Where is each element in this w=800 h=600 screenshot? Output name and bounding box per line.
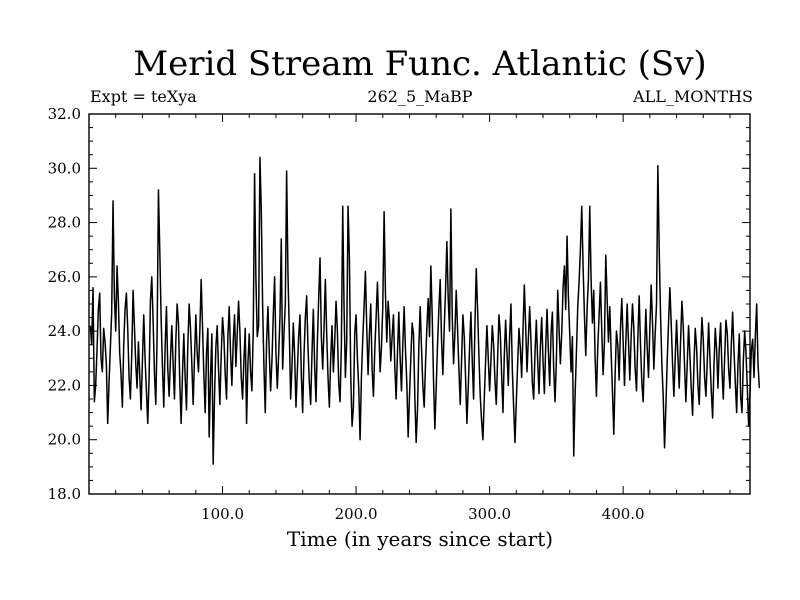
months-label: ALL_MONTHS (632, 87, 753, 106)
y-tick-label: 24.0 (48, 322, 81, 340)
y-tick-label: 22.0 (48, 376, 81, 394)
y-tick-label: 20.0 (48, 431, 81, 449)
experiment-label: Expt = teXya (90, 87, 197, 106)
series-line (89, 156, 761, 465)
period-label: 262_5_MaBP (367, 87, 472, 106)
x-tick-label: 400.0 (602, 505, 645, 523)
plot-frame (88, 113, 751, 495)
x-tick-label: 300.0 (468, 505, 511, 523)
y-tick-label: 28.0 (48, 214, 81, 232)
y-tick-label: 26.0 (48, 268, 81, 286)
x-axis-label: Time (in years since start) (287, 527, 553, 551)
series-lines (89, 156, 761, 465)
axis-tick-labels: 100.0 200.0 300.0 400.0 18.0 20.0 22.0 24.0 26.0… (48, 105, 645, 523)
x-tick-label: 100.0 (201, 505, 244, 523)
chart-title: Merid Stream Func. Atlantic (Sv) (133, 44, 706, 84)
y-tick-label: 18.0 (48, 485, 81, 503)
x-tick-label: 200.0 (335, 505, 378, 523)
y-tick-label: 30.0 (48, 159, 81, 177)
y-tick-label: 32.0 (48, 105, 81, 123)
